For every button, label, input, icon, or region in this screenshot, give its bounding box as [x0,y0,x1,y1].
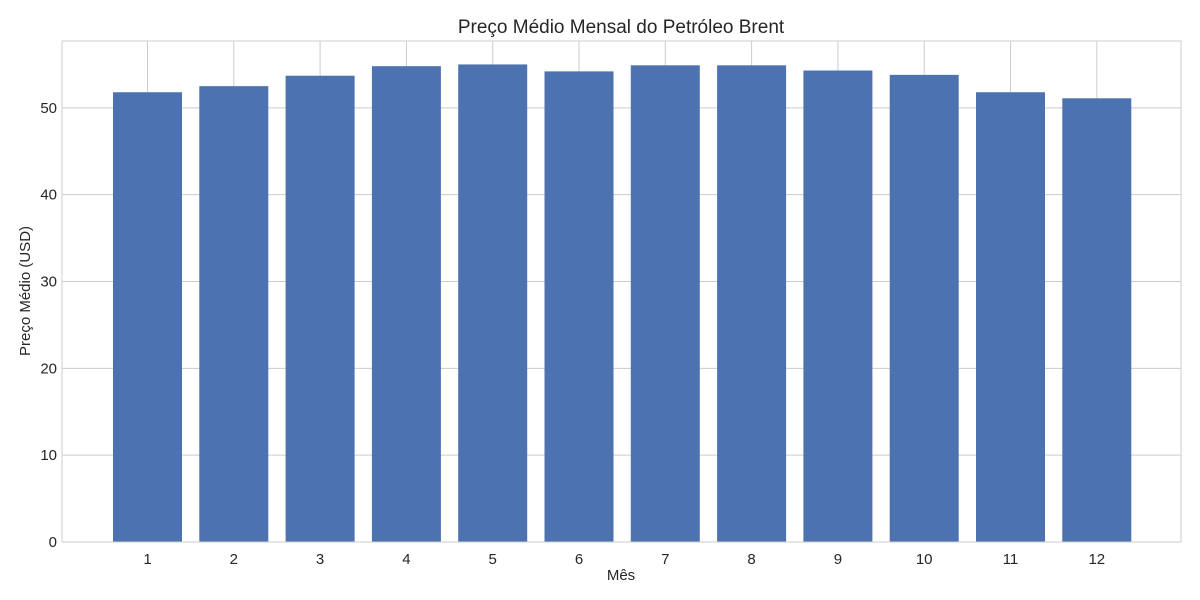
x-tick-label: 6 [575,551,583,568]
x-tick-label: 5 [489,551,497,568]
x-axis-label: Mês [607,567,635,584]
bar-month-10 [889,74,959,542]
bar-month-5 [458,64,528,543]
x-tick-label: 2 [230,551,238,568]
bar-month-12 [1062,98,1132,542]
y-tick-label: 40 [40,187,57,204]
bar-month-3 [285,75,355,542]
y-tick-label: 30 [40,274,57,291]
y-tick-label: 10 [40,447,57,464]
bar-month-4 [371,66,441,543]
y-tick-label: 0 [49,534,57,551]
bar-month-6 [544,71,614,542]
chart-title: Preço Médio Mensal do Petróleo Brent [458,17,785,38]
x-tick-label: 12 [1088,551,1105,568]
y-tick-label: 50 [40,100,57,117]
plot-frame [61,40,1182,543]
x-tick-label: 8 [747,551,755,568]
x-tick-label: 1 [143,551,151,568]
bar-month-2 [199,86,269,542]
x-tick-label: 4 [402,551,410,568]
bar-month-9 [803,70,873,542]
y-axis-label: Preço Médio (USD) [17,226,34,356]
y-tick-label: 20 [40,360,57,377]
bars [113,64,1132,543]
bar-month-8 [717,65,787,543]
x-tick-label: 7 [661,551,669,568]
bar-month-11 [976,92,1045,543]
bar-month-1 [113,92,182,543]
x-tick-labels: 1 2 3 4 5 6 7 8 9 10 11 12 [143,551,1105,568]
x-tick-label: 3 [316,551,324,568]
x-tick-label: 10 [916,551,933,568]
x-tick-label: 9 [834,551,842,568]
x-tick-label: 11 [1003,551,1019,568]
bar-month-7 [630,65,700,543]
y-tick-labels: 0 10 20 30 40 50 [40,100,57,551]
